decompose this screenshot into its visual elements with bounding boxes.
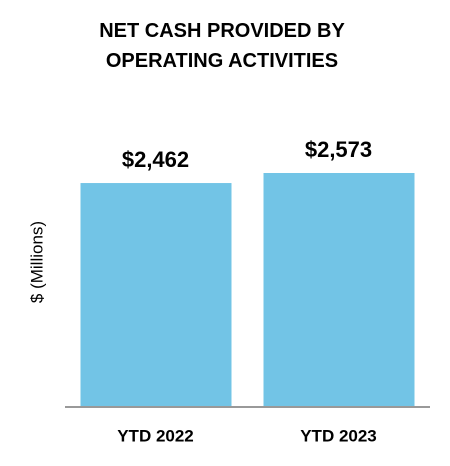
x-tick-label: YTD 2023 xyxy=(300,426,377,445)
value-label: $2,573 xyxy=(305,137,372,162)
value-label: $2,462 xyxy=(122,147,189,172)
x-tick-label: YTD 2022 xyxy=(117,426,194,445)
bar xyxy=(263,173,415,406)
bar xyxy=(80,183,232,406)
chart-title: NET CASH PROVIDED BY OPERATING ACTIVITIE… xyxy=(99,20,345,72)
y-axis-label: $ (Millions) xyxy=(27,221,46,303)
